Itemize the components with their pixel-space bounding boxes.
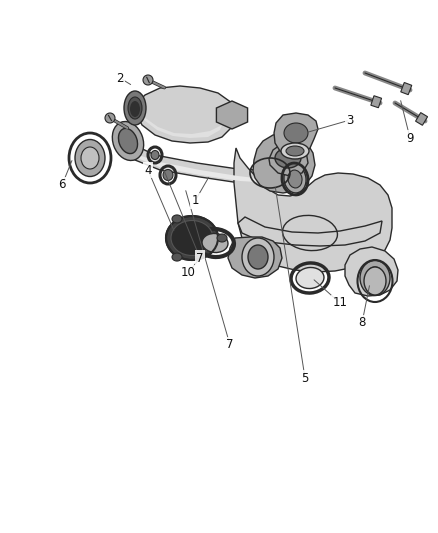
Circle shape — [143, 75, 153, 85]
Text: 9: 9 — [406, 132, 414, 144]
Polygon shape — [416, 112, 427, 125]
Ellipse shape — [81, 147, 99, 169]
Polygon shape — [234, 148, 392, 272]
Ellipse shape — [360, 261, 390, 295]
Polygon shape — [401, 83, 412, 95]
Ellipse shape — [242, 238, 274, 276]
Ellipse shape — [172, 215, 182, 223]
Polygon shape — [371, 96, 381, 108]
Text: 7: 7 — [196, 252, 204, 264]
Polygon shape — [269, 143, 308, 176]
Ellipse shape — [217, 234, 227, 242]
Text: 11: 11 — [332, 296, 347, 310]
Ellipse shape — [286, 146, 304, 156]
Ellipse shape — [171, 221, 213, 255]
Ellipse shape — [124, 91, 146, 125]
Polygon shape — [216, 101, 247, 129]
Ellipse shape — [172, 253, 182, 261]
Text: 10: 10 — [180, 266, 195, 279]
Ellipse shape — [284, 165, 306, 193]
Ellipse shape — [202, 233, 228, 253]
Ellipse shape — [166, 216, 218, 260]
Ellipse shape — [281, 143, 309, 159]
Ellipse shape — [151, 150, 159, 159]
Ellipse shape — [128, 97, 142, 119]
Ellipse shape — [75, 140, 105, 176]
Ellipse shape — [118, 128, 138, 154]
Polygon shape — [121, 137, 295, 183]
Ellipse shape — [288, 170, 302, 188]
Polygon shape — [136, 105, 222, 138]
Text: 1: 1 — [191, 195, 199, 207]
Circle shape — [105, 113, 115, 123]
Ellipse shape — [296, 268, 324, 288]
Polygon shape — [238, 217, 382, 246]
Polygon shape — [120, 128, 298, 185]
Ellipse shape — [130, 101, 140, 117]
Polygon shape — [253, 133, 315, 193]
Polygon shape — [345, 247, 398, 296]
Ellipse shape — [112, 122, 144, 160]
Text: 7: 7 — [226, 338, 234, 351]
Polygon shape — [274, 113, 318, 155]
Text: 5: 5 — [301, 372, 309, 384]
Text: 2: 2 — [116, 71, 124, 85]
Polygon shape — [228, 237, 282, 278]
Ellipse shape — [275, 148, 301, 168]
Text: 6: 6 — [58, 179, 66, 191]
Text: 4: 4 — [144, 164, 152, 176]
Ellipse shape — [366, 267, 384, 289]
Text: 8: 8 — [358, 317, 366, 329]
Polygon shape — [135, 86, 232, 143]
Text: 3: 3 — [346, 114, 354, 126]
Ellipse shape — [248, 245, 268, 269]
Ellipse shape — [364, 267, 386, 295]
Ellipse shape — [284, 123, 308, 143]
Ellipse shape — [163, 169, 173, 181]
